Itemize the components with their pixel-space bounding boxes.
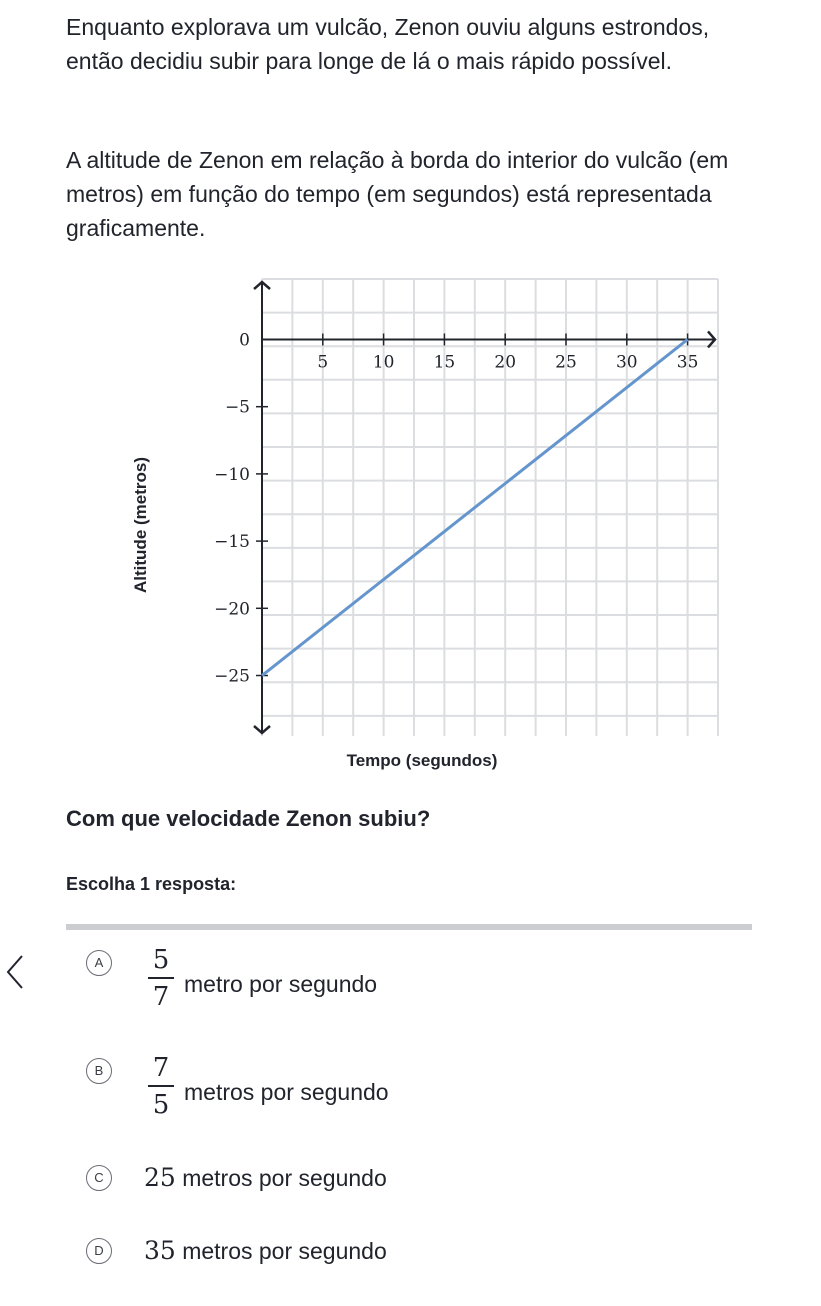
fraction-bar bbox=[148, 977, 174, 979]
fraction-denominator: 5 bbox=[152, 1090, 170, 1120]
y-axis-arrow-up bbox=[253, 280, 271, 290]
choice-letter: B bbox=[86, 1058, 112, 1084]
y-tick-label: −15 bbox=[214, 532, 250, 552]
x-tick-label: 30 bbox=[616, 352, 638, 372]
choice-text: metros por segundo bbox=[182, 1165, 387, 1191]
y-axis-arrow-down bbox=[253, 725, 271, 735]
choice-c[interactable]: C 25 metros por segundo bbox=[86, 1163, 746, 1197]
chart-series bbox=[261, 338, 689, 677]
y-tick-label: 0 bbox=[239, 330, 250, 350]
problem-paragraph-1: Enquanto explorava um vulcão, Zenon ouvi… bbox=[66, 14, 710, 74]
choice-text: metro por segundo bbox=[184, 971, 378, 997]
chevron-left-icon bbox=[6, 955, 23, 989]
fraction-numerator: 5 bbox=[152, 945, 170, 975]
divider bbox=[66, 924, 752, 930]
x-tick-label: 15 bbox=[434, 352, 456, 372]
x-tick-label: 20 bbox=[494, 352, 516, 372]
fraction-numerator: 7 bbox=[152, 1053, 170, 1083]
question-text: Com que velocidade Zenon subiu? bbox=[66, 806, 431, 831]
choice-d[interactable]: D 35 metros por segundo bbox=[86, 1236, 746, 1270]
choice-letter: C bbox=[86, 1165, 112, 1191]
altitude-time-chart: 5 10 15 20 25 30 35 0 −5 −10 −15 −20 −25 Altitude (m… bbox=[131, 278, 719, 770]
choice-b[interactable]: B 7 5 metros por segundo bbox=[86, 1054, 746, 1130]
choice-a[interactable]: A 5 7 metro por segundo bbox=[86, 946, 746, 1022]
choice-letter: A bbox=[86, 950, 112, 976]
y-tick-label: −10 bbox=[214, 465, 250, 485]
x-tick-label: 10 bbox=[373, 352, 395, 372]
x-axis-arrow bbox=[707, 330, 717, 349]
y-tick-label: −25 bbox=[214, 667, 250, 687]
choice-text: metros por segundo bbox=[184, 1079, 389, 1105]
problem-paragraph-2: A altitude de Zenon em relação à borda d… bbox=[66, 147, 729, 241]
chart-grid bbox=[261, 278, 719, 736]
x-tick-label: 5 bbox=[317, 352, 328, 372]
choice-text: metros por segundo bbox=[182, 1238, 387, 1264]
fraction-bar bbox=[148, 1085, 174, 1087]
chart-ticks: 5 10 15 20 25 30 35 0 −5 −10 −15 −20 −25 bbox=[214, 330, 698, 686]
fraction-denominator: 7 bbox=[152, 982, 170, 1012]
previous-button[interactable] bbox=[0, 944, 38, 1000]
x-axis-label: Tempo (segundos) bbox=[347, 751, 498, 770]
chart-axes bbox=[253, 280, 717, 735]
x-tick-label: 25 bbox=[555, 352, 577, 372]
y-tick-label: −20 bbox=[214, 599, 250, 619]
choice-fraction: 5 7 bbox=[148, 946, 174, 1011]
x-tick-label: 35 bbox=[677, 352, 699, 372]
answer-instruction: Escolha 1 resposta: bbox=[66, 874, 237, 894]
choice-letter: D bbox=[86, 1238, 112, 1264]
choice-fraction: 7 5 bbox=[148, 1054, 174, 1119]
y-tick-label: −5 bbox=[225, 398, 250, 418]
y-axis-label: Altitude (metros) bbox=[131, 457, 150, 593]
choice-value: 35 bbox=[144, 1236, 176, 1265]
choice-value: 25 bbox=[144, 1163, 176, 1192]
altitude-line bbox=[261, 338, 689, 677]
